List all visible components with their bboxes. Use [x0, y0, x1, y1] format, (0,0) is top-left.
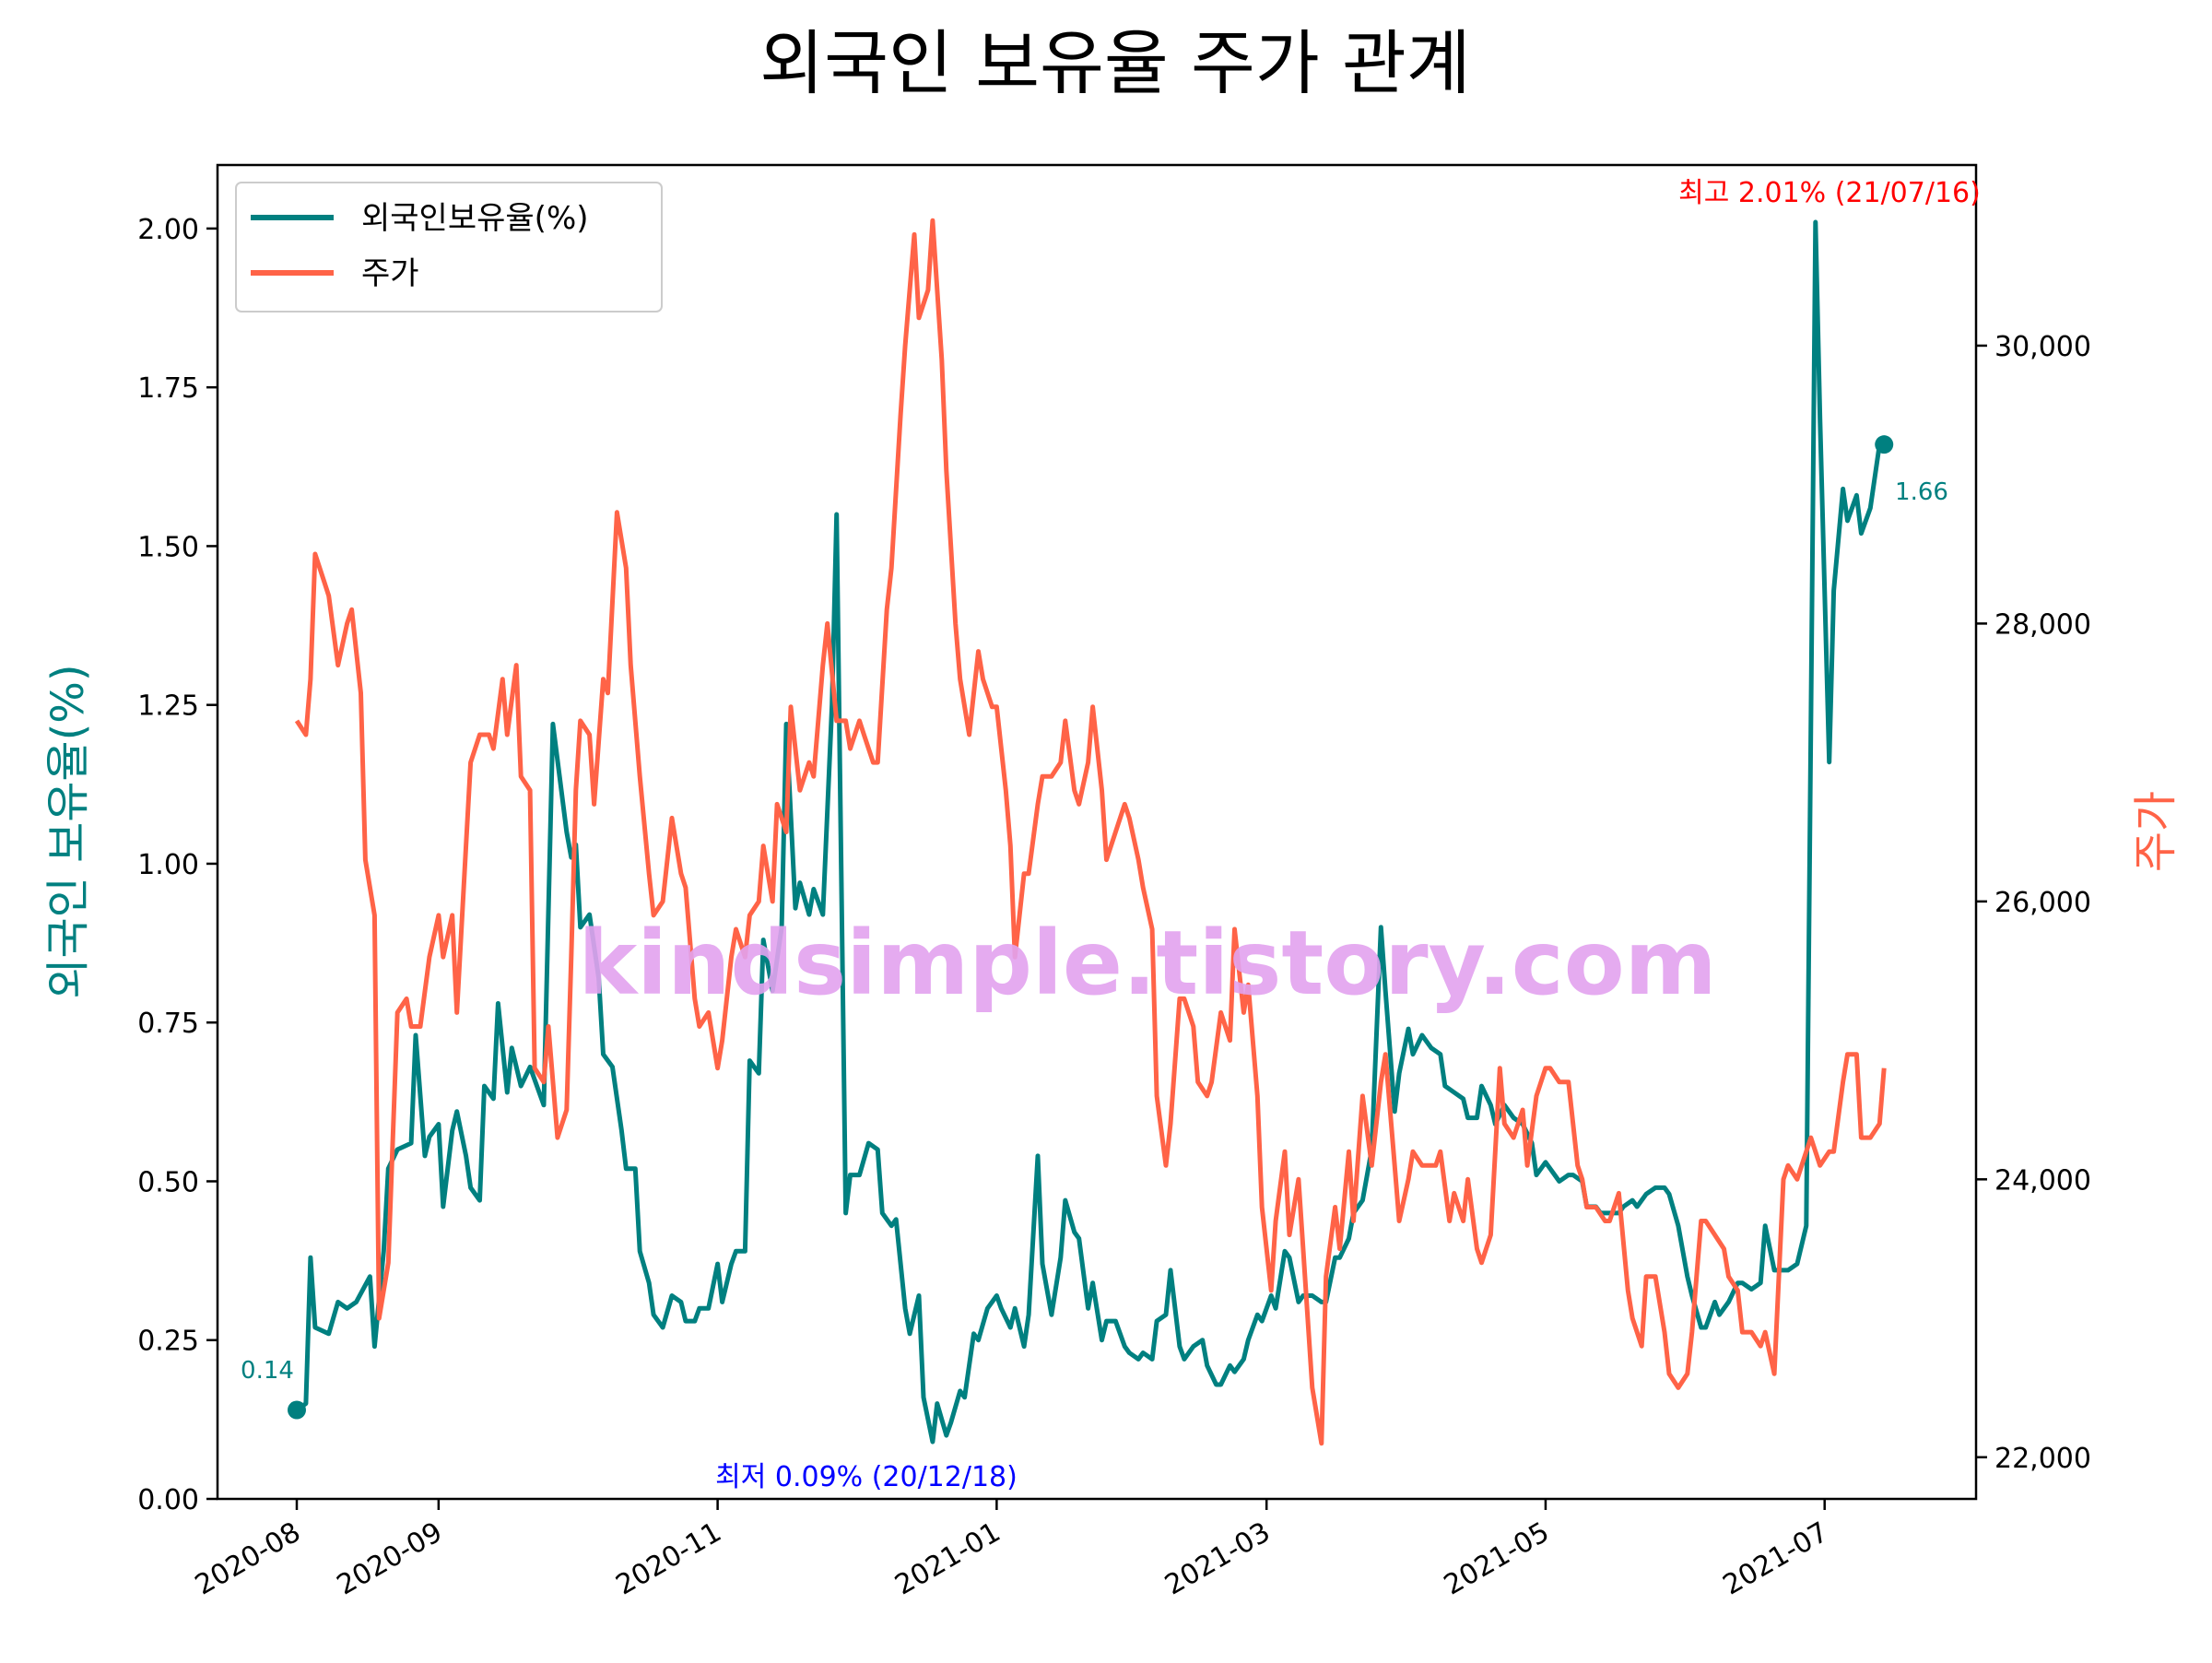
- plot-area: [288, 218, 1894, 1446]
- y-tick-label-left: 1.75: [137, 372, 199, 405]
- legend: 외국인보유율(%) 주가: [235, 182, 663, 313]
- legend-box: [235, 182, 663, 313]
- y-tick-label-right: 22,000: [1994, 1443, 2091, 1475]
- legend-label-price: 주가: [361, 255, 419, 292]
- start-marker: [288, 1400, 306, 1420]
- y-tick-label-left: 1.50: [137, 531, 199, 563]
- plot-frame: [216, 163, 1978, 1501]
- y-tick-label-right: 28,000: [1994, 608, 2091, 641]
- end-value-label: 1.66: [1895, 478, 1948, 506]
- y-tick-label-left: 0.75: [137, 1008, 199, 1040]
- y-axis-label-right: 주가: [2130, 791, 2182, 872]
- y-tick-label-left: 0.50: [137, 1166, 199, 1198]
- start-value-label: 0.14: [241, 1357, 294, 1385]
- y-tick-label-right: 24,000: [1994, 1164, 2091, 1197]
- y-axis-label-left: 외국인 보유율(%): [42, 664, 94, 998]
- legend-label-ratio: 외국인보유율(%): [361, 200, 589, 237]
- series-line-price: [294, 218, 1887, 1446]
- min-annotation: 최저 0.09% (20/12/18): [715, 1461, 1018, 1493]
- y-tick-label-right: 26,000: [1994, 887, 2091, 919]
- y-tick-label-left: 0.00: [137, 1484, 199, 1516]
- y-tick-label-left: 1.25: [137, 690, 199, 723]
- max-annotation: 최고 2.01% (21/07/16): [1678, 177, 1981, 209]
- y-tick-label-left: 1.00: [137, 849, 199, 881]
- y-tick-label-left: 2.00: [137, 214, 199, 246]
- y-tick-label-left: 0.25: [137, 1326, 199, 1358]
- watermark: kindsimple.tistory.com: [578, 912, 1716, 1015]
- y-tick-label-right: 30,000: [1994, 331, 2091, 363]
- end-marker: [1875, 435, 1894, 454]
- chart-title: 외국인 보유율 주가 관계: [759, 22, 1471, 104]
